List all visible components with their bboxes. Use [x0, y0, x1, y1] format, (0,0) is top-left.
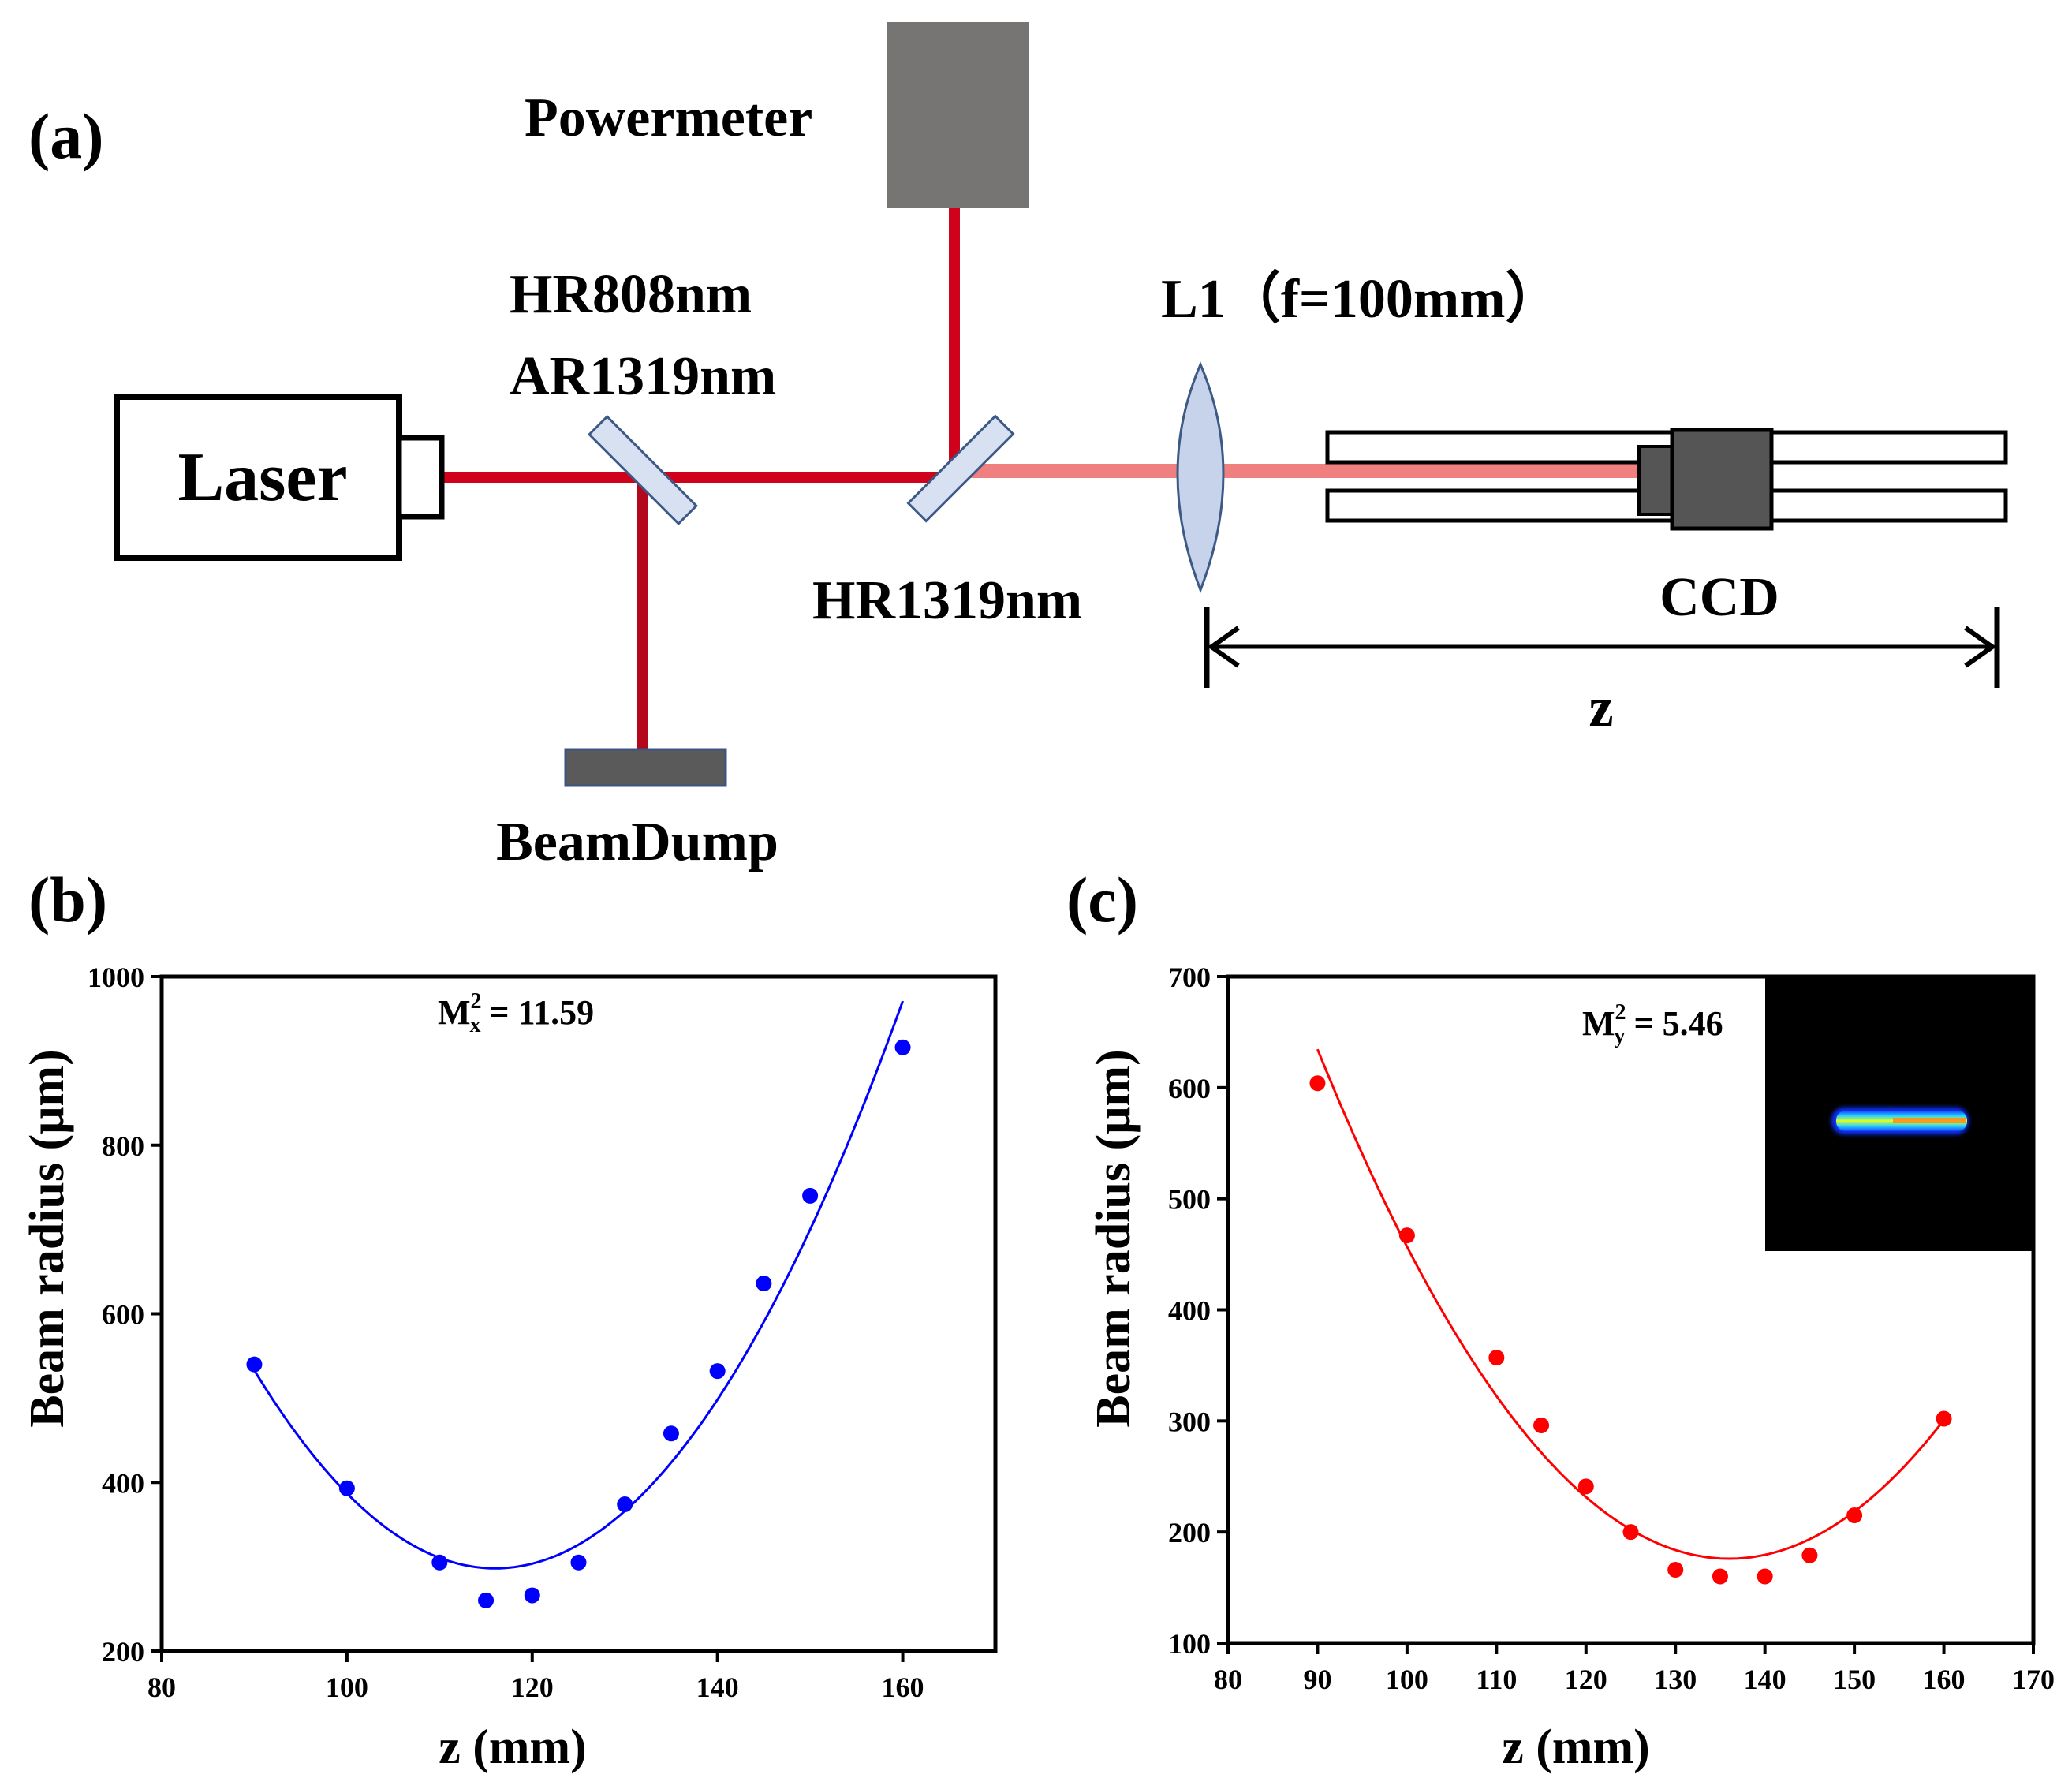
- y-axis-title-c: Beam radius (μm): [1087, 1049, 1141, 1427]
- chart-c: (c) 80 90 100 110 120 130 140 150 160 170 100 200 30…: [1066, 864, 2055, 1774]
- x-tick-label: 80: [147, 1672, 176, 1703]
- data-point: [1801, 1547, 1818, 1563]
- y-tick-label: 300: [1168, 1406, 1211, 1437]
- ccd-lens: [1637, 445, 1674, 516]
- data-point: [570, 1554, 587, 1571]
- data-point: [478, 1592, 495, 1608]
- data-point: [663, 1425, 679, 1442]
- data-point: [1846, 1507, 1863, 1524]
- lens-l1: [1176, 361, 1225, 594]
- data-point: [1309, 1075, 1326, 1092]
- dichroic-mirror: [587, 414, 699, 526]
- z-label: z: [1589, 678, 1613, 738]
- y-tick-label: 400: [102, 1467, 144, 1499]
- x-tick-label: 130: [1654, 1664, 1697, 1695]
- x-axis-title-c: z (mm): [1502, 1720, 1650, 1774]
- data-point: [802, 1187, 819, 1204]
- y-tick-label: 600: [1168, 1073, 1211, 1104]
- y-tick-label: 400: [1168, 1295, 1211, 1327]
- data-point: [1577, 1478, 1594, 1495]
- x-tick-label: 170: [2012, 1664, 2055, 1695]
- data-point: [756, 1276, 772, 1292]
- data-point: [894, 1039, 911, 1055]
- panel-label-a: (a): [28, 100, 104, 172]
- z-arrow-right: [1964, 626, 1997, 668]
- plot-frame-b: [159, 974, 998, 1653]
- laser-aperture: [396, 435, 445, 520]
- axis-ticks-b: 80 100 120 140 160 200 400 600 800 1000: [88, 962, 924, 1703]
- beam-dump: [564, 748, 727, 787]
- data-points-c: [1309, 1075, 1952, 1585]
- beam-profile-inset: [1765, 977, 2033, 1251]
- lens-label: L1（f=100mm）: [1161, 268, 1561, 330]
- data-point: [1712, 1568, 1728, 1585]
- x-tick-label: 100: [1386, 1664, 1428, 1695]
- data-point: [246, 1356, 263, 1373]
- data-points-b: [246, 1039, 911, 1608]
- x-tick-label: 140: [1744, 1664, 1786, 1695]
- data-point: [431, 1554, 448, 1571]
- laser-label: Laser: [177, 439, 347, 516]
- y-tick-label: 100: [1168, 1628, 1211, 1660]
- data-point: [1757, 1568, 1773, 1585]
- data-point: [1622, 1524, 1639, 1541]
- panel-label-b: (b): [28, 864, 107, 936]
- x-tick-label: 160: [882, 1672, 924, 1703]
- y-tick-label: 1000: [88, 962, 144, 993]
- y-tick-label: 800: [102, 1130, 144, 1162]
- hr-mirror: [906, 414, 1015, 523]
- x-tick-label: 120: [511, 1672, 554, 1703]
- y-tick-label: 500: [1168, 1184, 1211, 1216]
- mirror1-label-line2: AR1319nm: [510, 346, 776, 407]
- data-point: [1936, 1410, 1952, 1427]
- x-tick-label: 90: [1303, 1664, 1331, 1695]
- beam-dump-label: BeamDump: [496, 812, 778, 872]
- z-arrow-left: [1207, 626, 1240, 668]
- laser-box: [114, 394, 402, 561]
- ccd-label: CCD: [1659, 567, 1779, 628]
- y-tick-label: 200: [102, 1636, 144, 1668]
- panel-label-c: (c): [1066, 864, 1138, 936]
- m2-annotation-c: M2 y = 5.46: [1582, 1000, 1723, 1048]
- x-tick-label: 160: [1923, 1664, 1966, 1695]
- y-axis-title-b: Beam radius (μm): [21, 1049, 74, 1427]
- y-tick-label: 200: [1168, 1517, 1211, 1548]
- powermeter-box: [887, 22, 1029, 208]
- beam-spot-core: [1893, 1118, 1966, 1123]
- data-point: [338, 1480, 355, 1496]
- data-point: [617, 1496, 633, 1513]
- data-point: [1533, 1417, 1550, 1433]
- x-tick-label: 150: [1833, 1664, 1876, 1695]
- axis-ticks-c: 80 90 100 110 120 130 140 150 160 170 100 200 300 400…: [1168, 962, 2055, 1695]
- x-tick-label: 120: [1565, 1664, 1607, 1695]
- x-tick-label: 140: [696, 1672, 739, 1703]
- mirror1-label-line1: HR808nm: [510, 264, 752, 325]
- x-tick-label: 110: [1476, 1664, 1517, 1695]
- chart-b: (b) 80 100 120 140 160 200 400 600 800 1000 M2 x =…: [21, 864, 998, 1774]
- data-point: [1488, 1350, 1505, 1366]
- setup-diagram: (a) Laser Powermeter HR808nm AR1319nm HR…: [28, 22, 2008, 872]
- m2-annotation-b: M2 x = 11.59: [438, 989, 594, 1037]
- ccd-camera: [1670, 428, 1774, 531]
- data-point: [524, 1587, 540, 1604]
- fit-curve-b: [253, 1000, 905, 1570]
- x-tick-label: 80: [1214, 1664, 1242, 1695]
- x-axis-title-b: z (mm): [439, 1720, 587, 1774]
- x-tick-label: 100: [326, 1672, 368, 1703]
- data-point: [1667, 1562, 1684, 1578]
- y-tick-label: 700: [1168, 962, 1211, 993]
- powermeter-label: Powermeter: [525, 88, 812, 148]
- data-point: [709, 1363, 726, 1380]
- data-point: [1398, 1227, 1415, 1244]
- mirror2-label: HR1319nm: [812, 570, 1082, 631]
- y-tick-label: 600: [102, 1299, 144, 1331]
